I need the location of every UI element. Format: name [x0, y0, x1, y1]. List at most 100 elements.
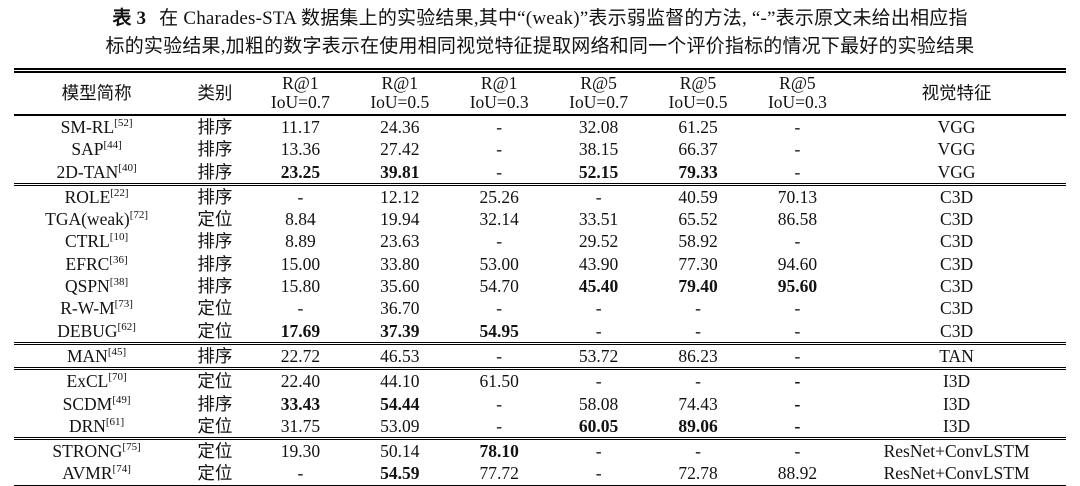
- col-header-r5-iou05: R@5 IoU=0.5: [648, 70, 748, 116]
- citation-ref: [73]: [114, 298, 133, 311]
- cell-metric-value: -: [496, 231, 503, 252]
- citation-ref: [22]: [110, 187, 129, 200]
- cell-model-name: ExCL[70]: [14, 369, 179, 393]
- cell-metric-value: 65.52: [678, 209, 718, 230]
- citation-ref: [44]: [103, 139, 122, 152]
- cell-metric-value: 15.00: [280, 253, 321, 274]
- col-header-category: 类别: [179, 70, 251, 116]
- cell-metric-value: -: [548, 319, 649, 345]
- cell-category: 定位: [197, 298, 233, 319]
- cell-metric-value: 36.70: [380, 298, 420, 319]
- cell-metric-value: 29.52: [578, 231, 619, 252]
- cell-model-name: CTRL[10]: [14, 230, 179, 252]
- cell-metric-value: 12.12: [380, 186, 420, 207]
- cell-metric-value: -: [794, 371, 801, 392]
- cell-metric-value: 58.08: [578, 393, 619, 414]
- cell-metric-value: -: [449, 343, 549, 371]
- col-header-model: 模型简称: [14, 70, 180, 116]
- cell-visual-feature: I3D: [847, 414, 1066, 441]
- cell-metric-value: 61.50: [479, 371, 519, 392]
- cell-metric-value: -: [747, 160, 848, 186]
- cell-model-name: TGA(weak)[72]: [14, 208, 179, 230]
- cell-metric-value: -: [496, 393, 503, 414]
- citation-ref: [72]: [129, 209, 149, 222]
- cell-visual-feature: C3D: [847, 319, 1066, 345]
- citation-ref: [70]: [108, 371, 127, 384]
- table-row: CTRL[10] 排序 8.89 23.63 - 29.52 58.92 - C3D: [14, 230, 1066, 252]
- cell-metric-value: 37.39: [350, 319, 450, 345]
- cell-metric-value: 94.60: [777, 253, 818, 274]
- citation-ref: [49]: [112, 393, 131, 406]
- cell-metric-value: 79.33: [648, 160, 748, 186]
- cell-metric-value: -: [595, 371, 602, 392]
- model-name: SM-RL: [60, 117, 115, 137]
- cell-model-name: MAN[45]: [14, 343, 180, 371]
- col-header-r1-iou03: R@1 IoU=0.3: [449, 70, 549, 116]
- cell-category: 排序: [197, 253, 233, 274]
- cell-model-name: SM-RL[52]: [14, 115, 179, 138]
- cell-model-name: SAP[44]: [14, 138, 179, 160]
- cell-metric-value: 78.10: [479, 441, 519, 462]
- model-name: ExCL: [66, 371, 109, 392]
- cell-metric-value: 19.94: [380, 209, 420, 230]
- cell-metric-value: -: [747, 414, 848, 441]
- cell-metric-value: 54.59: [380, 463, 420, 484]
- cell-metric-value: 8.89: [285, 231, 316, 252]
- table-row: MAN[45] 排序 22.72 46.53-53.72 86.23- TAN: [14, 343, 1066, 371]
- cell-metric-value: 77.30: [678, 253, 718, 274]
- table-row: EFRC[36] 排序 15.00 33.80 53.00 43.90 77.30 94.60…: [14, 253, 1066, 275]
- cell-metric-value: 45.40: [578, 276, 619, 297]
- cell-metric-value: 60.05: [548, 414, 649, 441]
- cell-metric-value: 46.53: [350, 343, 450, 371]
- model-name: TGA(weak): [45, 209, 130, 230]
- cell-model-name: DEBUG[62]: [14, 319, 180, 345]
- cell-visual-feature: ResNet+ConvLSTM: [883, 463, 1030, 484]
- cell-metric-value: 23.25: [250, 160, 351, 186]
- caption-line-2: 标的实验结果,加粗的数字表示在使用相同视觉特征提取网络和同一个评价指标的情况下最…: [14, 33, 1066, 61]
- table-row: SM-RL[52] 排序 11.17 24.36 - 32.08 61.25 - VGG: [14, 115, 1066, 138]
- cell-metric-value: -: [747, 319, 848, 345]
- cell-metric-value: 53.72: [548, 343, 649, 371]
- cell-metric-value: 54.44: [380, 393, 420, 414]
- cell-metric-value: 53.00: [479, 253, 519, 274]
- cell-metric-value: -: [794, 298, 801, 319]
- cell-metric-value: 8.84: [285, 209, 316, 230]
- cell-metric-value: -: [297, 298, 304, 319]
- cell-category: 排序: [197, 231, 233, 252]
- cell-metric-value: -: [695, 371, 701, 392]
- cell-model-name: DRN[61]: [14, 414, 180, 441]
- citation-ref: [10]: [109, 231, 129, 244]
- cell-metric-value: 22.40: [280, 371, 321, 392]
- table-row: 2D-TAN[40] 排序 23.25 39.81-52.15 79.33- VGG: [14, 160, 1066, 186]
- cell-metric-value: -: [648, 319, 748, 345]
- model-name: MAN: [66, 345, 108, 366]
- model-name: STRONG: [52, 441, 123, 462]
- model-name: 2D-TAN: [56, 161, 119, 182]
- cell-category: 定位: [197, 463, 233, 484]
- cell-metric-value: 39.81: [350, 160, 450, 186]
- results-table: 模型简称 类别 R@1 IoU=0.7 R@1 IoU=0.5 R@1 IoU=0.3…: [14, 68, 1066, 486]
- cell-category: 定位: [179, 414, 251, 441]
- cell-category: 定位: [197, 441, 233, 462]
- cell-metric-value: 89.06: [648, 414, 748, 441]
- cell-visual-feature: C3D: [940, 231, 974, 252]
- model-name: AVMR: [62, 463, 113, 484]
- cell-metric-value: 22.72: [250, 343, 351, 371]
- cell-metric-value: 24.36: [380, 117, 420, 137]
- cell-metric-value: -: [496, 139, 503, 160]
- citation-ref: [62]: [117, 320, 136, 333]
- model-name: SCDM: [62, 393, 113, 414]
- citation-ref: [45]: [107, 346, 127, 359]
- col-header-r1-iou07: R@1 IoU=0.7: [250, 70, 351, 116]
- cell-visual-feature: VGG: [937, 139, 976, 160]
- cell-category: 排序: [197, 276, 233, 297]
- cell-metric-value: 61.25: [678, 117, 718, 137]
- cell-metric-value: 32.14: [479, 209, 519, 230]
- cell-category: 排序: [197, 139, 233, 160]
- cell-visual-feature: C3D: [940, 209, 974, 230]
- cell-metric-value: 86.23: [648, 343, 748, 371]
- cell-visual-feature: ResNet+ConvLSTM: [883, 441, 1030, 462]
- cell-model-name: QSPN[38]: [14, 275, 179, 297]
- cell-model-name: 2D-TAN[40]: [14, 160, 180, 186]
